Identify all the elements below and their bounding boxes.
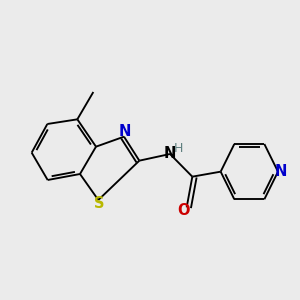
Text: N: N — [164, 146, 176, 161]
Text: N: N — [274, 164, 287, 179]
Text: H: H — [174, 142, 183, 154]
Text: O: O — [177, 203, 190, 218]
Text: S: S — [94, 196, 104, 211]
Text: N: N — [118, 124, 130, 140]
